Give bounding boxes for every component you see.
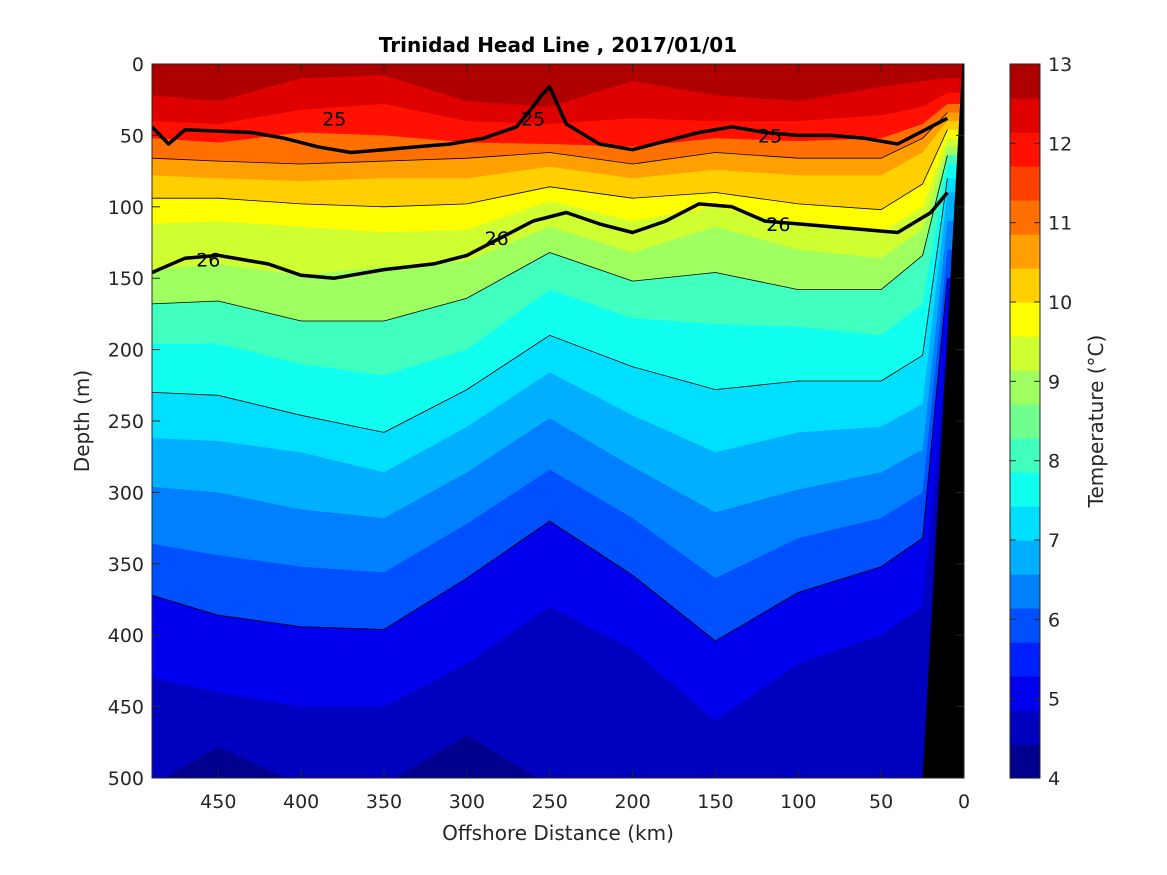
colorbar-swatch — [1010, 302, 1040, 337]
density-contour-25 — [152, 85, 949, 155]
y-tick-label: 350 — [108, 554, 144, 576]
density-contour-26 — [152, 191, 949, 280]
y-tick-label: 400 — [108, 625, 144, 647]
colorbar-swatch — [1010, 98, 1040, 133]
x-tick-label: 0 — [958, 791, 970, 813]
thin-contour-layer — [152, 112, 948, 642]
colorbar-swatch — [1010, 574, 1040, 609]
density-contour-layer — [152, 85, 949, 280]
x-axis-label: Offshore Distance (km) — [442, 821, 674, 845]
colorbar-swatch — [1010, 540, 1040, 575]
colorbar-swatch — [1010, 64, 1040, 99]
colorbar-swatch — [1010, 710, 1040, 745]
x-tick-label: 300 — [449, 791, 485, 813]
isotherm-contour-line — [152, 129, 948, 211]
colorbar-swatch — [1010, 234, 1040, 269]
colorbar-swatch — [1010, 166, 1040, 201]
x-tick-label: 400 — [283, 791, 319, 813]
x-tick-label: 50 — [869, 791, 893, 813]
temperature-band — [152, 278, 964, 778]
plot-area — [152, 64, 964, 778]
y-tick-label: 450 — [108, 697, 144, 719]
contour-label-26: 26 — [196, 250, 220, 272]
colorbar-tick-label: 12 — [1048, 133, 1072, 155]
colorbar-swatch — [1010, 506, 1040, 541]
contour-labels-layer: 25 25 25 26 26 26 — [196, 108, 790, 271]
seafloor-mask — [922, 64, 964, 778]
colorbar-frame — [1009, 63, 1041, 779]
colorbar-label: Temperature (°C) — [1084, 335, 1108, 509]
isotherm-contour-line — [152, 155, 948, 322]
contour-label-25: 25 — [758, 125, 782, 147]
colorbar-swatch — [1010, 472, 1040, 507]
contour-label-26: 26 — [766, 214, 790, 236]
y-tick-label: 250 — [108, 411, 144, 433]
x-tick-label: 250 — [532, 791, 568, 813]
colorbar-tick-label: 10 — [1048, 292, 1072, 314]
isotherm-contour-line — [152, 112, 948, 165]
colorbar-tick-label: 7 — [1048, 530, 1060, 552]
isotherm-contour-line — [152, 278, 948, 642]
x-tick-label: 200 — [614, 791, 650, 813]
colorbar-tick-label: 11 — [1048, 213, 1072, 235]
contour-label-25: 25 — [322, 108, 346, 130]
colorbar-swatch — [1010, 438, 1040, 473]
colorbar-swatch — [1010, 370, 1040, 405]
colorbar-tick-label: 8 — [1048, 451, 1060, 473]
contour-label-26: 26 — [485, 228, 509, 250]
y-tick-label: 50 — [120, 125, 144, 147]
contour-label-25: 25 — [521, 108, 545, 130]
colorbar-tick-label: 6 — [1048, 609, 1060, 631]
temperature-fill-layer — [152, 64, 964, 778]
x-tick-label: 350 — [366, 791, 402, 813]
temperature-band — [152, 349, 964, 778]
chart-title: Trinidad Head Line , 2017/01/01 — [379, 33, 737, 57]
y-tick-label: 200 — [108, 340, 144, 362]
y-axis: 0 50 100 150 200 250 300 350 400 450 500 — [108, 54, 964, 790]
y-tick-label: 500 — [108, 768, 144, 790]
y-tick-label: 0 — [132, 54, 144, 76]
colorbar-swatch — [1010, 608, 1040, 643]
colorbar-tick-label: 9 — [1048, 371, 1060, 393]
colorbar-swatch — [1010, 744, 1040, 779]
y-axis-label: Depth (m) — [70, 370, 94, 472]
colorbar-swatch — [1010, 404, 1040, 439]
colorbar-tick-label: 4 — [1048, 768, 1060, 790]
colorbar-tick-label: 5 — [1048, 689, 1060, 711]
colorbar-tick-label: 13 — [1048, 54, 1072, 76]
colorbar-swatch — [1010, 132, 1040, 167]
colorbar-swatch — [1010, 336, 1040, 371]
y-tick-label: 150 — [108, 268, 144, 290]
colorbar: 4 5 6 7 8 9 10 11 12 13 — [1010, 54, 1072, 790]
isotherm-contour-line — [152, 178, 948, 433]
colorbar-swatch — [1010, 642, 1040, 677]
colorbar-swatch — [1010, 200, 1040, 235]
x-tick-label: 450 — [200, 791, 236, 813]
colorbar-swatch — [1010, 676, 1040, 711]
colorbar-swatch — [1010, 268, 1040, 303]
y-tick-label: 300 — [108, 482, 144, 504]
y-tick-label: 100 — [108, 197, 144, 219]
x-tick-label: 100 — [780, 791, 816, 813]
x-tick-label: 150 — [697, 791, 733, 813]
x-axis: 450 400 350 300 250 200 150 100 50 0 — [200, 64, 970, 813]
